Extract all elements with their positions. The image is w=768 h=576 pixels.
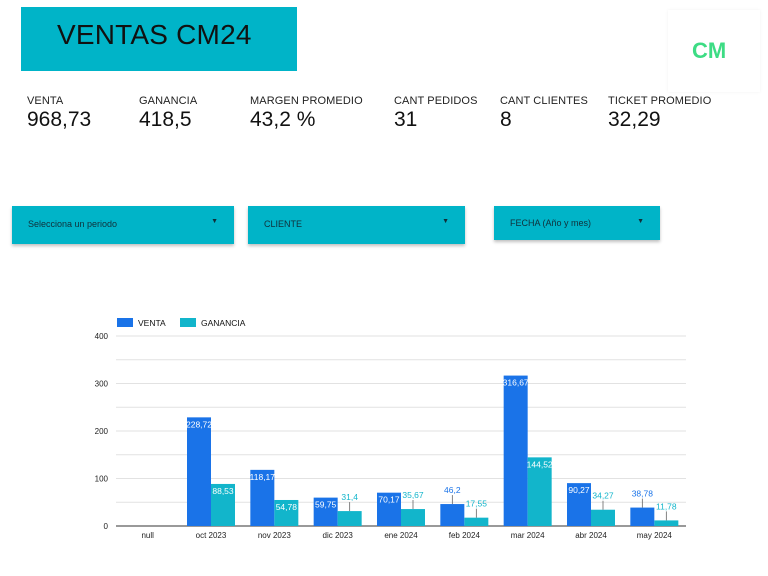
chevron-down-icon: ▼: [637, 218, 644, 225]
x-tick-label: mar 2024: [511, 531, 545, 540]
data-label: 17,55: [466, 499, 488, 509]
bar-venta: [630, 507, 655, 526]
data-label: 31,4: [341, 492, 358, 502]
bar-ganancia: [527, 457, 552, 526]
data-label: 90,27: [568, 485, 590, 495]
bar-venta: [377, 492, 401, 526]
kpi-value: 968,73: [27, 108, 92, 131]
x-tick-label: feb 2024: [449, 531, 481, 540]
kpi-venta: VENTA 968,73: [27, 95, 91, 132]
chevron-down-icon: ▼: [211, 218, 218, 225]
logo: CM: [668, 10, 760, 92]
bar-venta: [440, 504, 465, 526]
data-label: 59,75: [315, 500, 337, 510]
kpi-label: CANT PEDIDOS: [394, 95, 478, 107]
data-label: 11,78: [656, 501, 677, 511]
y-tick-label: 400: [95, 332, 109, 341]
kpi-label: TICKET PROMEDIO: [608, 95, 712, 107]
x-tick-label: abr 2024: [575, 531, 607, 540]
logo-text: CM: [692, 38, 726, 63]
x-tick-label: may 2024: [637, 531, 673, 540]
data-label: 88,53: [212, 486, 234, 496]
bar-ganancia: [337, 511, 362, 526]
kpi-ticket-promedio: TICKET PROMEDIO 32,29: [608, 95, 711, 132]
bar-ganancia: [274, 499, 299, 526]
kpi-value: 43,2 %: [250, 108, 316, 131]
bar-ganancia: [211, 483, 235, 526]
kpi-value: 418,5: [139, 108, 192, 131]
kpi-cant-clientes: CANT CLIENTES 8: [500, 95, 588, 132]
chevron-down-icon: ▼: [442, 218, 449, 225]
x-tick-label: oct 2023: [196, 531, 227, 540]
y-tick-label: 200: [95, 427, 109, 436]
bar-ganancia: [464, 517, 489, 526]
bar-ganancia: [401, 509, 425, 526]
x-tick-label: null: [141, 531, 154, 540]
periodo-dropdown-label: Selecciona un periodo: [28, 219, 118, 229]
kpi-label: VENTA: [27, 95, 64, 107]
legend-label-ganancia: GANANCIA: [201, 318, 246, 328]
data-label: 316,67: [503, 378, 529, 388]
kpi-value: 32,29: [608, 108, 661, 131]
data-label: 54,78: [276, 502, 298, 512]
kpi-margen-promedio: MARGEN PROMEDIO 43,2 %: [250, 95, 363, 132]
bar-venta: [313, 497, 338, 526]
periodo-dropdown[interactable]: Selecciona un periodo ▼: [12, 206, 234, 244]
y-tick-label: 100: [95, 475, 109, 484]
cliente-dropdown[interactable]: CLIENTE ▼: [248, 206, 465, 244]
data-label: 34,27: [592, 491, 614, 501]
kpi-label: GANANCIA: [139, 95, 198, 107]
ventas-ganancia-bar-chart: 0 100 200 300 400 VENTA GANANCIA null oct 2023 22…: [95, 318, 686, 540]
cm-logo-icon: CM: [692, 38, 726, 63]
cliente-dropdown-label: CLIENTE: [264, 219, 303, 229]
page-title: VENTAS CM24: [57, 19, 252, 50]
x-tick-label: dic 2023: [323, 531, 354, 540]
bar-ganancia: [654, 520, 679, 526]
kpi-cant-pedidos: CANT PEDIDOS 31: [394, 95, 478, 132]
kpi-value: 8: [500, 108, 512, 131]
kpi-ganancia: GANANCIA 418,5: [139, 95, 197, 132]
fecha-dropdown[interactable]: FECHA (Año y mes) ▼: [494, 206, 660, 240]
bar-ganancia: [591, 509, 615, 526]
kpi-value: 31: [394, 108, 418, 131]
data-label: 46,2: [444, 485, 461, 495]
bar-venta: [503, 375, 528, 526]
y-tick-label: 0: [104, 522, 109, 531]
title-banner: VENTAS CM24: [21, 7, 297, 71]
bar-venta: [250, 469, 275, 526]
kpi-label: CANT CLIENTES: [500, 95, 588, 107]
data-label: 144,52: [527, 459, 553, 469]
legend-label-venta: VENTA: [138, 318, 166, 328]
fecha-dropdown-label: FECHA (Año y mes): [510, 218, 592, 228]
data-label: 35,67: [402, 490, 424, 500]
bar-venta: [567, 483, 591, 526]
data-label: 118,17: [250, 472, 276, 482]
legend-swatch-venta: [117, 318, 133, 327]
x-tick-label: nov 2023: [258, 531, 291, 540]
data-label: 70,17: [378, 495, 400, 505]
y-tick-label: 300: [95, 380, 109, 389]
bar-venta: [187, 417, 211, 526]
x-tick-label: ene 2024: [384, 531, 418, 540]
kpi-label: MARGEN PROMEDIO: [250, 95, 363, 107]
data-label: 228,72: [186, 419, 212, 429]
legend-swatch-ganancia: [180, 318, 196, 327]
data-label: 38,78: [632, 489, 654, 499]
